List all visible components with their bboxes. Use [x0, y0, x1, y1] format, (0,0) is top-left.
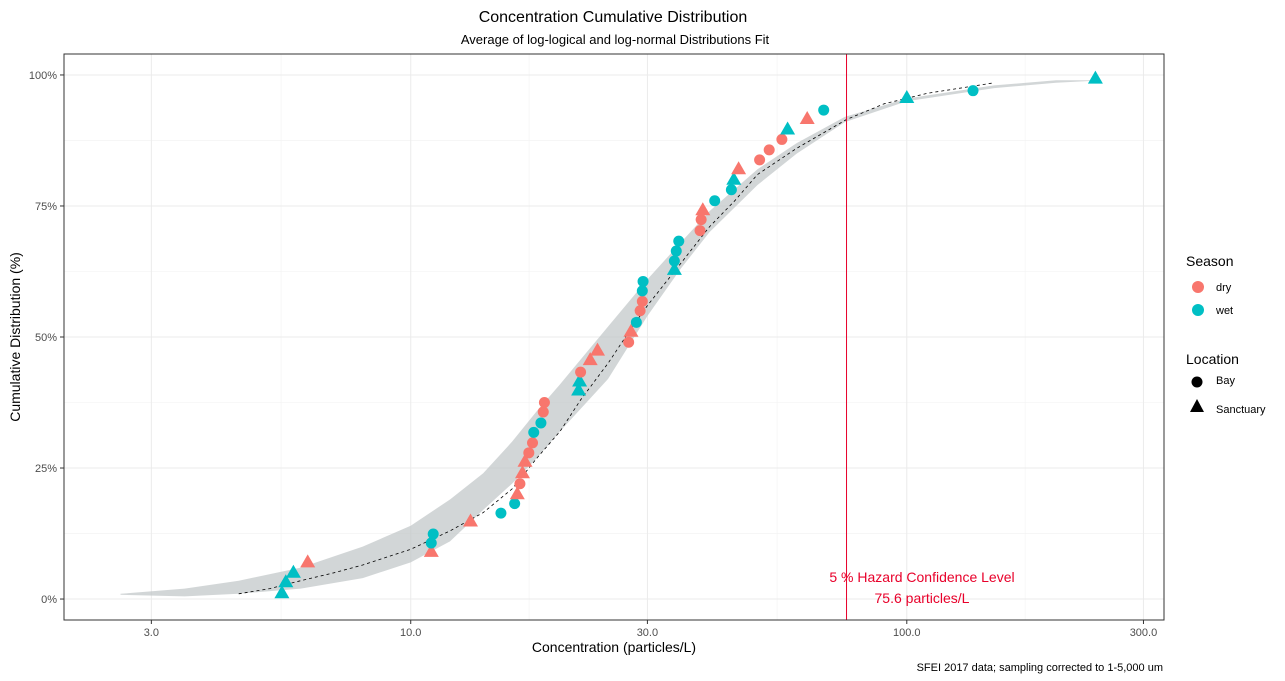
x-tick-label: 10.0 [400, 627, 421, 639]
data-point-bay-wet [535, 417, 547, 429]
data-point-sanctuary-wet [572, 373, 588, 387]
confidence-band [120, 80, 1105, 597]
data-point-bay-wet [427, 528, 439, 540]
data-point-sanctuary-dry [463, 513, 478, 527]
y-tick-label: 75% [35, 201, 57, 213]
y-axis-title: Cumulative Distribution (%) [7, 252, 23, 422]
data-point-bay-wet [630, 316, 642, 328]
data-point-sanctuary-wet [1087, 70, 1103, 84]
data-point-bay-dry [695, 214, 707, 226]
y-tick-label: 100% [29, 70, 57, 82]
data-point-sanctuary-dry [695, 202, 711, 216]
data-point-bay-dry [538, 397, 550, 409]
data-point-bay-wet [495, 507, 507, 519]
data-point-sanctuary-dry [509, 486, 525, 500]
data-point-bay-wet [425, 537, 437, 549]
hazard-label-line1: 5 % Hazard Confidence Level [829, 569, 1014, 585]
x-tick-label: 300.0 [1130, 627, 1158, 639]
data-point-bay-dry [634, 305, 646, 317]
legend-title-location: Location [1186, 351, 1239, 367]
legend-label-dry: dry [1216, 282, 1232, 294]
legend-title-season: Season [1186, 253, 1233, 269]
data-point-bay-wet [528, 426, 540, 438]
data-point-bay-dry [754, 154, 766, 166]
data-point-bay-dry [527, 437, 539, 449]
data-point-bay-dry [776, 133, 788, 145]
data-point-bay-wet [670, 245, 682, 257]
data-point-sanctuary-wet [780, 121, 796, 135]
chart-subtitle: Average of log-logical and log-normal Di… [461, 32, 770, 47]
chart-title: Concentration Cumulative Distribution [479, 9, 748, 26]
fit-curve-layer [238, 82, 995, 595]
x-tick-label: 3.0 [144, 627, 159, 639]
y-tick-label: 25% [35, 463, 57, 475]
data-point-sanctuary-wet [274, 585, 290, 599]
grid-major [64, 54, 1164, 620]
legend-key-bay [1191, 376, 1203, 388]
legend-key-dry [1192, 281, 1204, 293]
data-point-sanctuary-wet [571, 382, 587, 396]
legend: Season dry wet Location Bay Sanctuary [1186, 253, 1266, 416]
data-point-bay-dry [636, 295, 648, 307]
y-tick-label: 50% [35, 332, 57, 344]
y-tick-label: 0% [41, 594, 57, 606]
data-point-bay-wet [637, 275, 649, 287]
data-point-bay-wet [709, 195, 721, 207]
data-point-bay-wet [818, 104, 830, 116]
data-point-sanctuary-wet [899, 90, 915, 103]
fit-curve [238, 82, 995, 595]
legend-label-bay: Bay [1216, 375, 1235, 387]
data-point-sanctuary-dry [799, 111, 815, 124]
data-point-sanctuary-wet [285, 564, 301, 578]
y-axis-ticks: 0% 25% 50% 75% 100% [29, 70, 64, 606]
data-point-bay-dry [623, 336, 635, 348]
data-point-bay-dry [537, 406, 549, 418]
data-point-sanctuary-dry [517, 453, 533, 467]
data-point-bay-wet [967, 85, 979, 97]
data-point-sanctuary-wet [278, 574, 294, 588]
data-point-bay-wet [509, 498, 521, 510]
data-point-sanctuary-dry [423, 543, 439, 557]
data-point-sanctuary-dry [300, 554, 316, 568]
chart-caption: SFEI 2017 data; sampling corrected to 1-… [917, 662, 1163, 674]
data-point-sanctuary-dry [590, 342, 605, 356]
x-axis-title: Concentration (particles/L) [532, 639, 696, 655]
data-point-bay-dry [514, 478, 526, 490]
data-point-bay-dry [523, 447, 535, 459]
data-point-bay-wet [668, 255, 680, 267]
data-point-sanctuary-wet [666, 261, 682, 275]
x-axis-ticks: 3.0 10.0 30.0 100.0 300.0 [144, 620, 1158, 639]
data-point-sanctuary-wet [726, 171, 742, 185]
data-point-sanctuary-dry [731, 161, 747, 175]
legend-label-sanctuary: Sanctuary [1216, 404, 1266, 416]
hazard-label-line2: 75.6 particles/L [875, 590, 970, 606]
data-point-bay-wet [725, 184, 737, 196]
legend-key-sanctuary [1190, 399, 1204, 412]
data-point-bay-dry [763, 144, 775, 156]
data-point-sanctuary-dry [623, 323, 639, 337]
confidence-band-layer [120, 80, 1105, 597]
legend-key-wet [1192, 304, 1204, 316]
data-point-bay-wet [636, 285, 648, 297]
data-point-bay-dry [575, 366, 587, 378]
x-tick-label: 30.0 [637, 627, 658, 639]
data-point-sanctuary-dry [582, 352, 598, 366]
data-point-sanctuary-dry [515, 465, 530, 479]
x-tick-label: 100.0 [893, 627, 921, 639]
points-layer [274, 70, 1103, 599]
data-point-bay-wet [673, 235, 685, 247]
data-point-bay-dry [694, 225, 706, 237]
legend-label-wet: wet [1215, 305, 1233, 317]
